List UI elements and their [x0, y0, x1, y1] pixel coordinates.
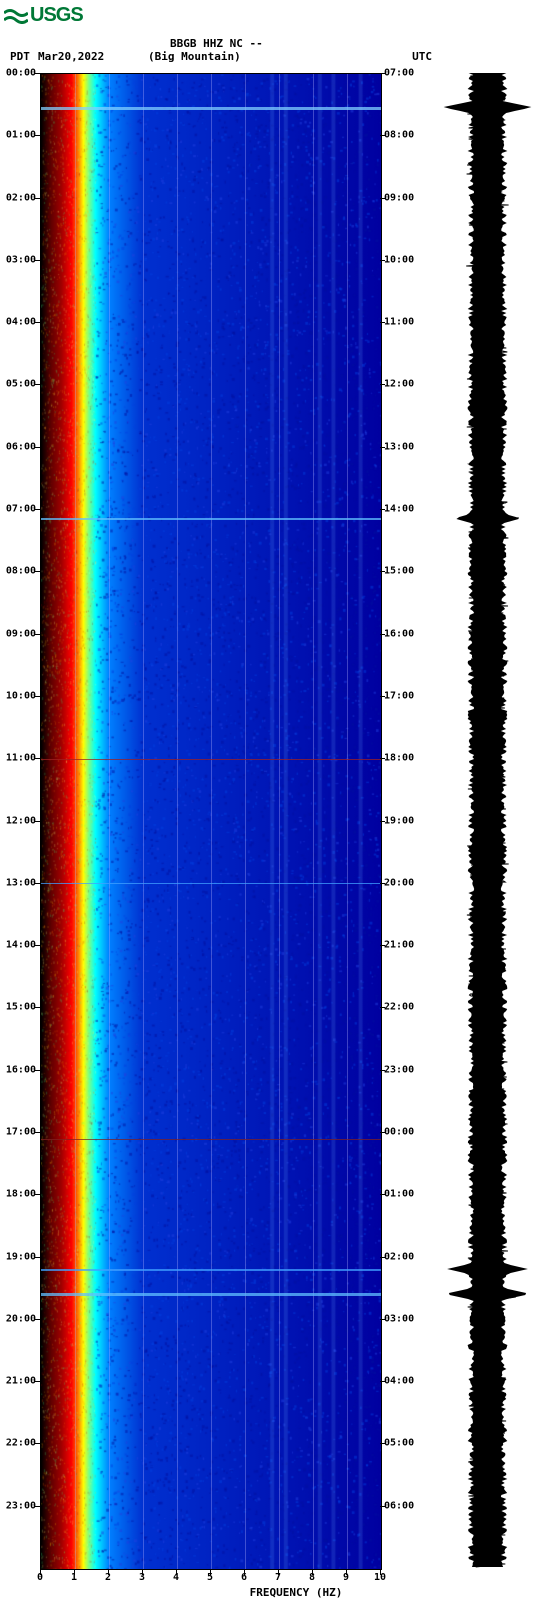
utc-time-label: 16:00	[384, 628, 414, 639]
x-tick-label: 3	[139, 1572, 145, 1583]
pdt-time-label: 01:00	[6, 130, 36, 141]
utc-time-label: 00:00	[384, 1126, 414, 1137]
x-tick-label: 8	[309, 1572, 315, 1583]
seismic-event-band	[41, 1293, 381, 1296]
pdt-time-label: 16:00	[6, 1064, 36, 1075]
pdt-time-label: 23:00	[6, 1500, 36, 1511]
seismic-event-band	[41, 107, 381, 110]
x-tick-label: 0	[37, 1572, 43, 1583]
utc-time-label: 11:00	[384, 317, 414, 328]
utc-time-label: 13:00	[384, 441, 414, 452]
x-tick-label: 9	[343, 1572, 349, 1583]
date: Mar20,2022	[38, 50, 148, 63]
pdt-time-label: 11:00	[6, 753, 36, 764]
utc-time-label: 18:00	[384, 753, 414, 764]
pdt-time-label: 19:00	[6, 1251, 36, 1262]
pdt-time-label: 04:00	[6, 317, 36, 328]
x-tick-label: 6	[241, 1572, 247, 1583]
gridline	[245, 74, 246, 1569]
pdt-time-label: 03:00	[6, 254, 36, 265]
pdt-time-label: 10:00	[6, 690, 36, 701]
pdt-time-label: 21:00	[6, 1376, 36, 1387]
pdt-time-label: 07:00	[6, 504, 36, 515]
usgs-logo-text: USGS	[30, 4, 83, 27]
pdt-time-label: 15:00	[6, 1002, 36, 1013]
x-axis-title: FREQUENCY (HZ)	[250, 1586, 343, 1599]
x-tick-label: 4	[173, 1572, 179, 1583]
pdt-time-label: 09:00	[6, 628, 36, 639]
pdt-time-label: 12:00	[6, 815, 36, 826]
seismic-event-band	[41, 883, 381, 884]
utc-time-label: 05:00	[384, 1438, 414, 1449]
waveform-plot	[440, 73, 535, 1568]
utc-time-label: 06:00	[384, 1500, 414, 1511]
seismic-event-band	[41, 518, 381, 520]
utc-time-label: 21:00	[384, 940, 414, 951]
gridline	[177, 74, 178, 1569]
utc-time-label: 23:00	[384, 1064, 414, 1075]
utc-time-label: 03:00	[384, 1313, 414, 1324]
plot-area: FREQUENCY (HZ) 01234567891000:0007:0001:…	[40, 73, 552, 1570]
seismic-event-band	[41, 1269, 381, 1271]
utc-time-label: 19:00	[384, 815, 414, 826]
usgs-logo: USGS	[0, 0, 552, 31]
utc-time-label: 14:00	[384, 504, 414, 515]
utc-time-label: 02:00	[384, 1251, 414, 1262]
pdt-time-label: 06:00	[6, 441, 36, 452]
x-tick-label: 5	[207, 1572, 213, 1583]
gridline	[279, 74, 280, 1569]
seismic-event-band	[41, 1139, 381, 1140]
utc-time-label: 09:00	[384, 192, 414, 203]
usgs-wave-icon	[4, 8, 28, 24]
utc-time-label: 12:00	[384, 379, 414, 390]
station-name: (Big Mountain)	[148, 50, 241, 63]
gridline	[347, 74, 348, 1569]
pdt-time-label: 22:00	[6, 1438, 36, 1449]
utc-time-label: 01:00	[384, 1189, 414, 1200]
pdt-time-label: 02:00	[6, 192, 36, 203]
pdt-time-label: 05:00	[6, 379, 36, 390]
x-tick-label: 1	[71, 1572, 77, 1583]
gridline	[313, 74, 314, 1569]
utc-time-label: 20:00	[384, 877, 414, 888]
gridline	[211, 74, 212, 1569]
spectrogram	[40, 73, 382, 1570]
x-tick-label: 2	[105, 1572, 111, 1583]
utc-time-label: 15:00	[384, 566, 414, 577]
pdt-time-label: 00:00	[6, 68, 36, 79]
x-tick-label: 7	[275, 1572, 281, 1583]
utc-time-label: 22:00	[384, 1002, 414, 1013]
plot-header: BBGB HHZ NC -- PDT Mar20,2022 (Big Mount…	[0, 31, 552, 65]
pdt-time-label: 13:00	[6, 877, 36, 888]
utc-time-label: 10:00	[384, 254, 414, 265]
tz-right: UTC	[412, 50, 432, 63]
pdt-time-label: 20:00	[6, 1313, 36, 1324]
pdt-time-label: 08:00	[6, 566, 36, 577]
x-tick-label: 10	[374, 1572, 386, 1583]
pdt-time-label: 14:00	[6, 940, 36, 951]
utc-time-label: 08:00	[384, 130, 414, 141]
utc-time-label: 07:00	[384, 68, 414, 79]
gridline	[109, 74, 110, 1569]
gridline	[75, 74, 76, 1569]
utc-time-label: 17:00	[384, 690, 414, 701]
utc-time-label: 04:00	[384, 1376, 414, 1387]
tz-left: PDT	[10, 50, 22, 63]
pdt-time-label: 17:00	[6, 1126, 36, 1137]
gridline	[143, 74, 144, 1569]
seismic-event-band	[41, 759, 381, 760]
pdt-time-label: 18:00	[6, 1189, 36, 1200]
station-code: BBGB HHZ NC --	[170, 37, 263, 50]
